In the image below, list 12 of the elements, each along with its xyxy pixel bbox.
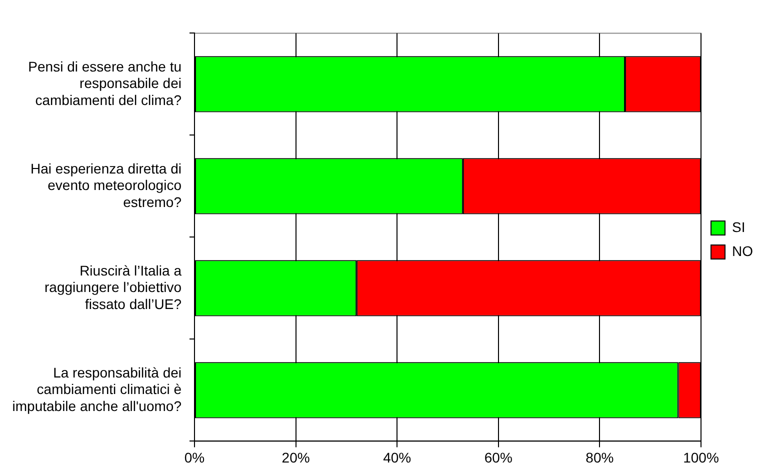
x-tick-label: 80% <box>586 449 614 466</box>
x-tick-label: 40% <box>383 449 412 466</box>
x-tick-label: 60% <box>484 449 512 466</box>
x-tick-label: 0% <box>184 449 205 466</box>
y-tick-label: Riuscirà l’Italia a raggiungere l’obiettivo fissato dall’UE? <box>44 262 182 312</box>
legend-label: SI <box>732 218 746 235</box>
y-tick-label: Hai esperienza diretta di evento meteorologico estremo? <box>30 160 182 210</box>
x-tick-label: 100% <box>683 449 719 466</box>
x-tick-label: 20% <box>282 449 310 466</box>
y-tick-label: La responsabilità dei cambiamenti climatici è imputabile anche all'uomo? <box>12 364 182 414</box>
y-tick-label: Pensi di essere anche tu responsabile dei cambiamenti del clima? <box>28 58 182 108</box>
legend-label: NO <box>732 242 754 259</box>
